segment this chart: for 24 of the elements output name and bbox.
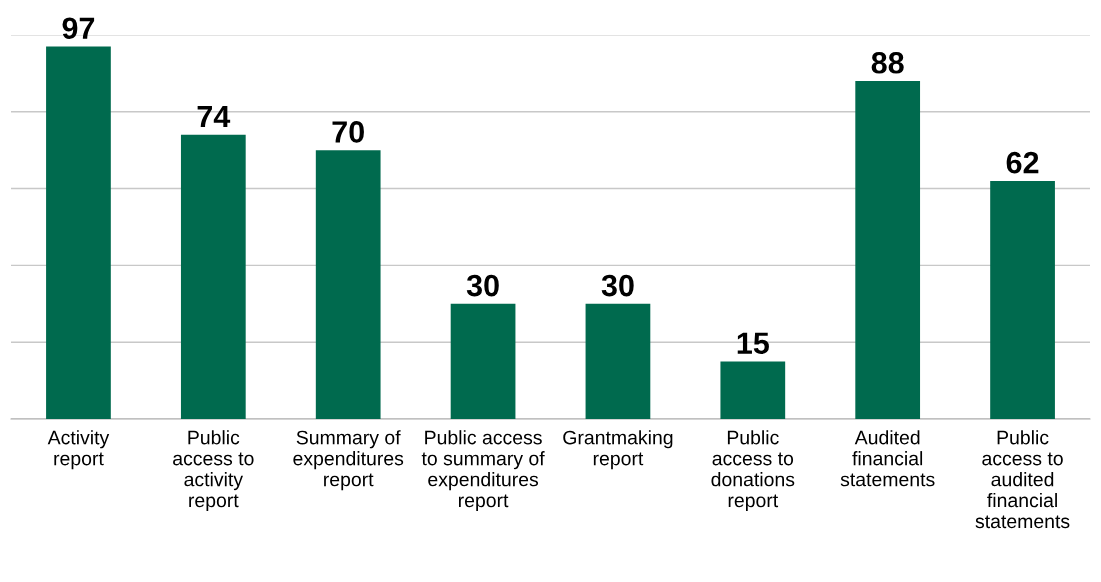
- x-tick-label: Public access to audited financial statements: [975, 430, 1070, 529]
- x-tick-label: Grantmaking report: [563, 430, 673, 470]
- x-tick-label: Audited financial statements: [840, 430, 935, 487]
- data-label: 88: [871, 51, 904, 74]
- bar: [585, 303, 651, 420]
- bar: [315, 150, 381, 420]
- data-label: 62: [1006, 151, 1039, 174]
- data-label: 74: [197, 106, 231, 128]
- bar: [720, 361, 786, 420]
- x-tick-label: Activity report: [47, 430, 110, 470]
- bar: [855, 81, 921, 420]
- x-tick-label: Summary of expenditures report: [293, 430, 404, 491]
- bar: [450, 303, 516, 420]
- x-tick-label: Public access to donations report: [711, 430, 795, 512]
- x-tick-label: Public access to activity report: [173, 430, 254, 512]
- x-tick-label: Public access to summary of expenditures report: [421, 430, 545, 512]
- bar: [180, 134, 246, 420]
- data-label: 15: [737, 332, 769, 354]
- data-label: 30: [466, 274, 499, 297]
- bar: [990, 180, 1055, 420]
- data-label: 30: [601, 274, 634, 297]
- data-label: 97: [62, 17, 95, 40]
- bar: [46, 46, 111, 420]
- data-label: 70: [332, 121, 364, 143]
